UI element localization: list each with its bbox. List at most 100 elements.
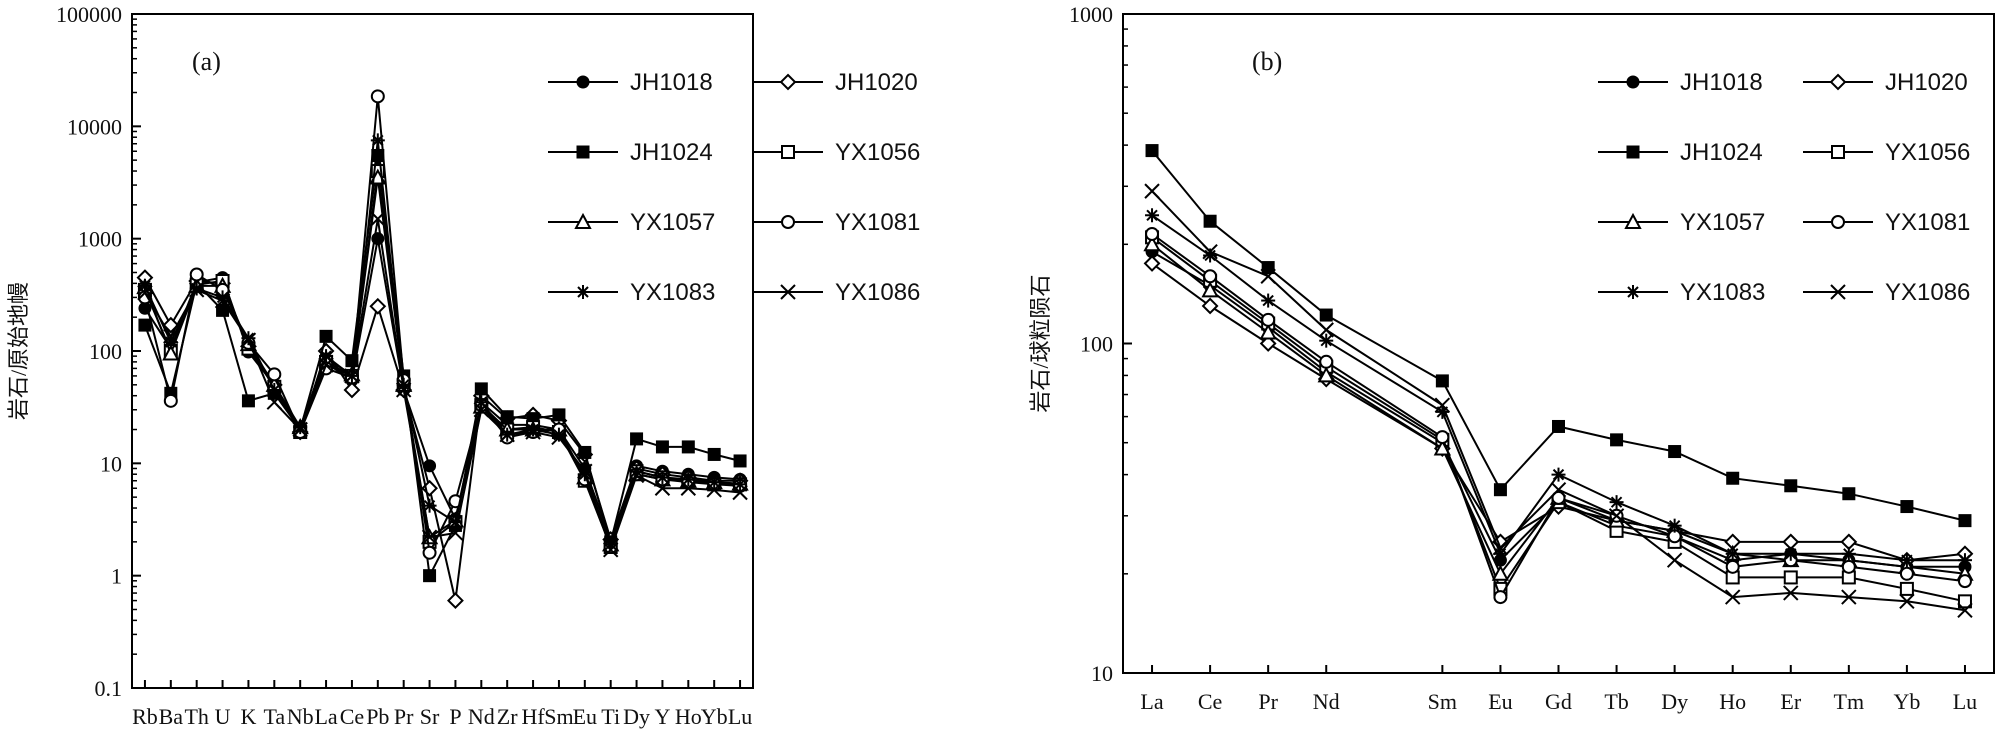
legend: JH1018 JH1020 JH1024 YX1056 YX1057 YX1081 YX10… [1598, 69, 1970, 306]
legend-marker-jh1024 [1626, 145, 1640, 159]
y-tick-label-1: 1 [111, 564, 122, 589]
point-yx1086-gd [1550, 481, 1567, 498]
point-yx1083-tm [1841, 546, 1856, 561]
point-yx1083-la [1145, 208, 1160, 223]
point-yx1086-p [447, 525, 464, 541]
point-jh1020-pb [369, 297, 387, 315]
series-line-yx1086 [144, 218, 741, 553]
legend-item-jh1024: JH1024 [548, 139, 713, 166]
point-jh1024-y [655, 440, 669, 454]
legend-marker-yx1056 [781, 145, 795, 159]
point-yx1056-lu [1957, 594, 1972, 609]
point-jh1024-sm [552, 408, 566, 422]
panel-tag: (a) [192, 47, 221, 76]
legend-label-jh1018: JH1018 [1680, 69, 1763, 96]
x-tick-label-tm: Tm [1834, 689, 1865, 714]
point-yx1081-yb [1899, 566, 1914, 581]
point-yx1083-tb [1609, 495, 1624, 510]
y-tick-label-100: 100 [89, 339, 122, 364]
y-tick-label-100: 100 [1080, 332, 1113, 357]
series-jh1018 [1145, 245, 1972, 574]
series-yx1086 [137, 211, 748, 558]
point-jh1024-la [319, 329, 333, 343]
legend-label-yx1083: YX1083 [1680, 279, 1765, 306]
point-yx1086-rb [137, 285, 153, 301]
x-tick-label-nb: Nb [287, 704, 314, 729]
legend-marker-yx1086 [1830, 284, 1846, 300]
legend-marker-yx1083 [576, 285, 590, 299]
panel-b-ree-pattern: 10 100 1000 La Ce Pr Nd Sm Eu Gd Tb Dy Ho Er Tm Yb Lu 岩石/… [1028, 2, 1995, 714]
x-tick-label-ti: Ti [601, 704, 620, 729]
point-jh1024-ce [1203, 214, 1217, 228]
x-tick-label-sr: Sr [420, 704, 440, 729]
point-yx1057-ce [1201, 281, 1219, 298]
x-tick-label-la: La [314, 704, 337, 729]
legend-item-yx1086: YX1086 [753, 279, 920, 306]
point-yx1086-dy [628, 467, 645, 484]
legend-item-jh1018: JH1018 [548, 69, 713, 96]
x-tick-label-pb: Pb [366, 704, 389, 729]
legend-item-jh1020: JH1020 [753, 69, 918, 96]
point-yx1056-yb [1899, 581, 1914, 596]
point-yx1086-er [1783, 585, 1799, 601]
legend-item-yx1081: YX1081 [1803, 209, 1970, 236]
point-yx1083-dy [1667, 518, 1682, 533]
legend-marker-yx1057 [574, 212, 592, 229]
point-jh1024-sm [1435, 374, 1449, 388]
legend-item-yx1056: YX1056 [1803, 139, 1970, 166]
legend-marker-jh1018 [576, 75, 590, 89]
point-yx1086-lu [732, 484, 748, 501]
series-yx1083 [137, 133, 748, 552]
legend-item-yx1057: YX1057 [1598, 209, 1765, 236]
x-tick-label-nd: Nd [468, 704, 495, 729]
point-yx1057-eu [1491, 564, 1510, 581]
point-yx1083-sm [551, 427, 566, 442]
point-yx1086-ho [680, 480, 697, 496]
point-yx1083-ho [681, 472, 696, 487]
x-tick-label-pr: Pr [394, 704, 414, 729]
legend-label-yx1086: YX1086 [835, 279, 920, 306]
y-axis-label: 岩石/球粒陨石 [1028, 274, 1053, 412]
series-yx1086 [1144, 183, 1973, 618]
x-tick-label-zr: Zr [497, 704, 518, 729]
x-tick-label-er: Er [1780, 689, 1801, 714]
legend-marker-yx1086 [780, 284, 796, 300]
series-line-yx1056 [1151, 236, 1966, 603]
point-jh1020-er [1782, 533, 1800, 551]
point-yx1083-la [319, 349, 334, 364]
series-jh1024 [1145, 144, 1972, 528]
point-yx1081-sm [1435, 430, 1450, 445]
legend-label-jh1024: JH1024 [630, 139, 713, 166]
legend-item-jh1020: JH1020 [1803, 69, 1968, 96]
point-yx1081-eu [1493, 590, 1508, 605]
point-yx1086-th [188, 282, 205, 298]
point-yx1086-y [654, 480, 671, 496]
point-yx1057-nd [1317, 366, 1335, 383]
x-tick-label-ba: Ba [159, 704, 184, 729]
x-tick-label-y: Y [654, 704, 670, 729]
point-yx1081-ce [1203, 269, 1218, 284]
legend-marker-jh1018 [1626, 75, 1640, 89]
x-tick-label-sm: Sm [544, 704, 573, 729]
point-jh1024-lu [733, 454, 747, 468]
x-tick-label-rb: Rb [132, 704, 158, 729]
point-yx1086-ba [163, 328, 179, 345]
x-tick-label-p: P [449, 704, 461, 729]
point-yx1083-hf [526, 422, 541, 437]
series-yx1083 [1145, 208, 1972, 568]
point-yx1086-dy [1666, 552, 1683, 568]
point-yx1086-tb [1608, 508, 1625, 524]
point-yx1086-nb [292, 421, 308, 438]
point-yx1081-th [189, 267, 204, 282]
series-line-yx1081 [1151, 233, 1966, 600]
x-tick-label-dy: Dy [623, 704, 650, 729]
legend-item-yx1083: YX1083 [1598, 279, 1765, 306]
point-yx1081-gd [1551, 490, 1566, 505]
point-jh1024-tm [1842, 487, 1856, 501]
x-tick-label-ce: Ce [1198, 689, 1222, 714]
x-tick-label-ho: Ho [675, 704, 702, 729]
point-jh1020-ce [343, 381, 361, 399]
series-line-jh1020 [1151, 262, 1966, 562]
series-line-yx1057 [1151, 243, 1966, 576]
